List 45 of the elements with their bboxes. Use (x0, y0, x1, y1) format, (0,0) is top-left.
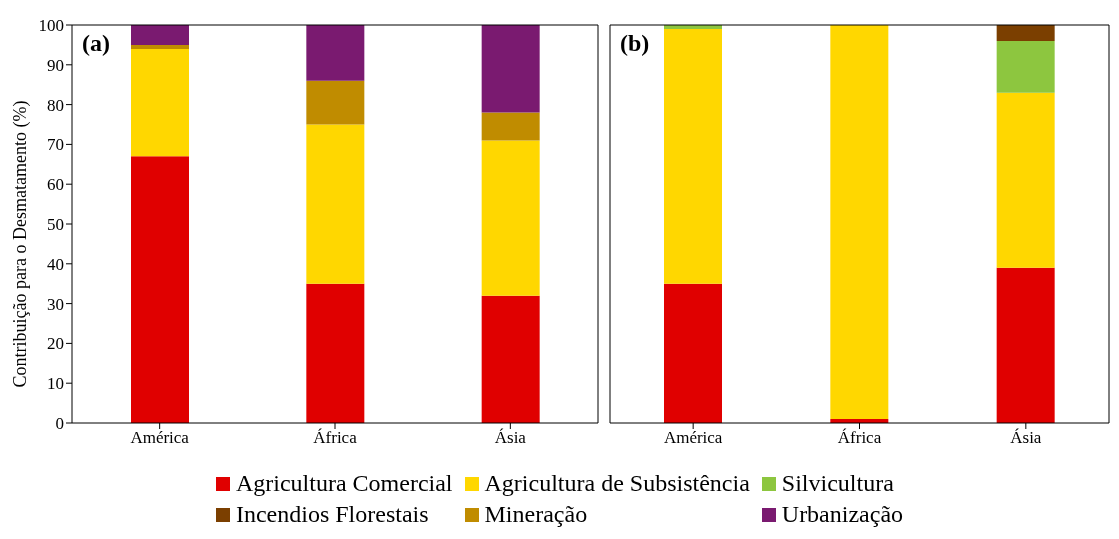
bar (996, 267, 1055, 423)
legend-label: Agricultura Comercial (235, 470, 453, 497)
bar (131, 25, 189, 45)
y-tick-label: 30 (47, 294, 64, 314)
y-axis-title: Contribuição para o Desmatamento (%) (9, 100, 31, 387)
bar (481, 295, 540, 423)
x-tick-label: Ásia (494, 428, 527, 448)
bar (481, 25, 540, 113)
bar (830, 25, 889, 420)
bar (996, 25, 1055, 41)
y-tick-label: 80 (47, 95, 64, 115)
legend-label: Mineração (484, 501, 588, 528)
bar (306, 124, 365, 284)
x-tick-label: América (663, 428, 723, 448)
y-tick-label: 10 (47, 374, 64, 394)
bar (664, 28, 722, 284)
legend-label: Urbanização (781, 501, 904, 528)
bar (996, 40, 1055, 93)
legend-label: Incendios Florestais (235, 501, 429, 528)
bar (996, 92, 1055, 268)
bar (306, 283, 365, 423)
annotation: (a) (82, 30, 110, 57)
bar (481, 140, 540, 296)
y-tick-label: 50 (47, 215, 64, 235)
bar (131, 156, 189, 423)
y-tick-label: 40 (47, 254, 64, 274)
annotation: (b) (620, 30, 650, 57)
y-tick-label: 20 (47, 334, 64, 354)
x-tick-label: Ásia (1010, 428, 1042, 448)
x-tick-label: América (130, 428, 190, 448)
legend-label: Agricultura de Subsistência (484, 470, 750, 497)
legend-label: Silvicultura (781, 470, 894, 497)
y-tick-label: 60 (47, 175, 64, 195)
bar (131, 48, 189, 157)
bar (306, 25, 365, 81)
bar (306, 80, 365, 125)
y-tick-label: 0 (55, 414, 64, 434)
y-tick-label: 70 (47, 135, 64, 155)
bar (664, 283, 722, 423)
bar (131, 44, 189, 49)
y-tick-label: 100 (38, 16, 64, 36)
x-tick-label: África (837, 428, 882, 448)
y-tick-label: 90 (47, 55, 64, 75)
x-tick-label: África (313, 428, 358, 448)
bar (481, 112, 540, 141)
